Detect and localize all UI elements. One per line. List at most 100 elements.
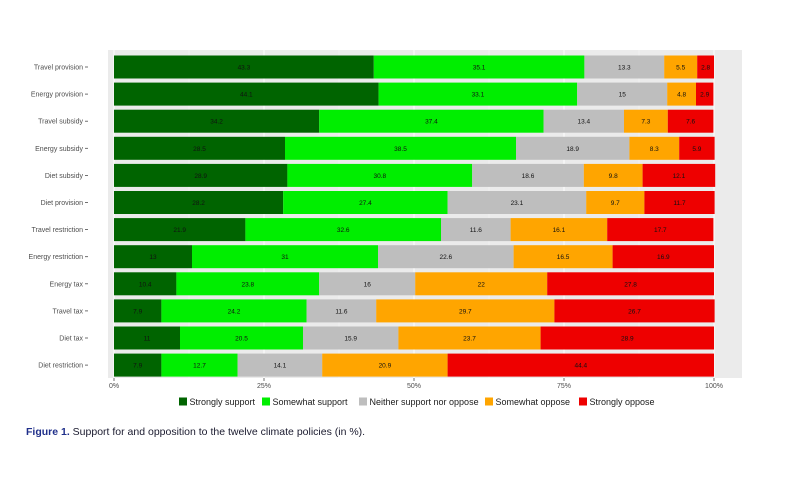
legend-key [579,397,587,406]
bar-segment [612,245,714,269]
bar-value-label: 11 [144,336,151,343]
bar-value-label: 27.4 [359,200,372,207]
bar-segment [114,82,379,106]
bar-segment [447,191,587,214]
x-tick-label: 100% [705,383,723,390]
category-label: Travel tax [53,308,84,315]
bar-segment [161,299,307,323]
bar-value-label: 20.5 [235,336,248,343]
bar-value-label: 16.1 [553,227,566,234]
bar-segment [180,326,303,350]
bar-value-label: 11.6 [335,308,348,315]
bar-segment [245,218,441,242]
bar-value-label: 12.7 [193,363,206,370]
bar-value-label: 20.9 [379,363,392,370]
bar-segment [415,272,548,296]
category-label: Energy provision [31,92,83,99]
bar-value-label: 16.9 [657,254,670,261]
bar-value-label: 7.9 [133,308,142,315]
bar-segment [306,299,377,323]
bar-value-label: 15 [619,92,627,99]
bar-segment [114,245,192,269]
bar-segment [583,163,643,187]
bar-segment [664,55,698,79]
bar-segment [398,326,541,350]
bar-segment [114,326,180,350]
bar-value-label: 27.8 [624,281,637,288]
bar-segment [543,109,624,133]
category-label: Travel restriction [32,227,84,234]
category-label: Diet restriction [38,363,83,370]
bar-segment [237,353,323,377]
bars: 43.3 35.1 13.3 5.5 2.8 44.1 33.1 15 4.8 2.9 34.2 37… [114,55,716,377]
bar-segment [285,136,516,160]
bar-value-label: 15.9 [344,336,357,343]
legend-label: Somewhat support [273,397,349,407]
bar-value-label: 31 [281,254,289,261]
bar-segment [283,191,448,214]
x-tick-labels: 0% 25% 50% 75% 100% [109,378,723,390]
bar-segment [667,109,714,133]
bar-segment [114,191,284,214]
bar-value-label: 5.9 [692,146,701,153]
legend-label: Neither support nor oppose [370,397,479,407]
bar-value-label: 33.1 [472,92,485,99]
category-label: Diet provision [41,200,84,207]
legend-key [359,397,367,406]
bar-segment [644,191,715,214]
bar-value-label: 17.7 [654,227,667,234]
bar-value-label: 28.2 [192,200,205,207]
legend-label: Strongly support [190,397,256,407]
bar-segment [472,163,584,187]
bar-segment [373,55,585,79]
bar-value-label: 34.2 [210,119,223,126]
bar-value-label: 10.4 [139,281,152,288]
bar-segment [447,353,714,377]
bar-value-label: 2.8 [701,65,710,72]
bar-segment [378,82,578,106]
bar-segment [322,353,448,377]
bar-value-label: 18.6 [522,173,535,180]
legend-key [179,397,187,406]
bar-value-label: 7.6 [686,119,695,126]
bar-segment [114,272,177,296]
bar-value-label: 9.7 [611,200,620,207]
bar-value-label: 44.1 [240,92,253,99]
bar-segment [287,163,473,187]
bar-segment [629,136,680,160]
x-tick-label: 50% [407,383,421,390]
bar-segment [547,272,714,296]
bar-segment [679,136,715,160]
bar-value-label: 32.6 [337,227,350,234]
category-label: Energy subsidy [35,146,83,153]
figure-caption: Figure 1. Support for and opposition to … [26,426,365,438]
bar-value-label: 44.4 [574,363,587,370]
bar-segment [319,109,544,133]
bar-value-label: 21.9 [173,227,186,234]
bar-segment [642,163,716,187]
bar-segment [697,55,714,79]
bar-segment [696,82,714,106]
bar-value-label: 5.5 [676,65,685,72]
bar-value-label: 28.9 [194,173,207,180]
bar-value-label: 12.1 [673,173,686,180]
bar-segment [161,353,238,377]
bar-segment [554,299,715,323]
x-tick-label: 0% [109,383,119,390]
bar-value-label: 22 [478,281,486,288]
bar-segment [192,245,378,269]
bar-value-label: 29.7 [459,308,472,315]
bar-value-label: 14.1 [274,363,287,370]
bar-value-label: 13.3 [618,65,631,72]
bar-value-label: 4.8 [677,92,686,99]
legend-label: Strongly oppose [590,397,655,407]
bar-segment [114,299,162,323]
bar-value-label: 28.5 [193,146,206,153]
bar-value-label: 7.3 [641,119,650,126]
bar-value-label: 38.5 [394,146,407,153]
bar-segment [114,136,285,160]
x-tick-label: 75% [557,383,571,390]
bar-segment [114,218,246,242]
bar-value-label: 16.5 [557,254,570,261]
